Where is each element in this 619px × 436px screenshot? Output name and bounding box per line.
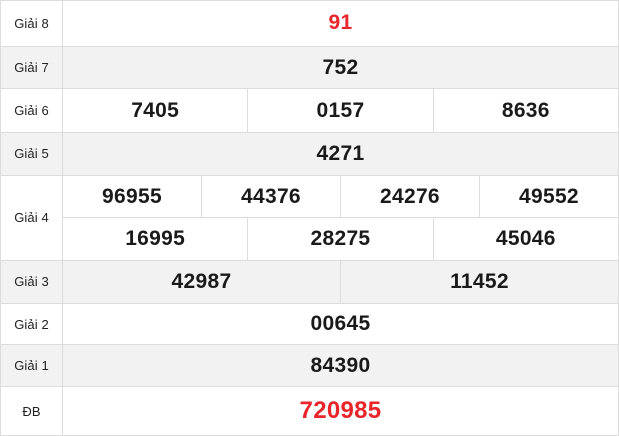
prize-value-5-1: 4271	[62, 132, 619, 176]
table-row-prize-3: Giải 3 42987 11452	[0, 260, 619, 304]
prize-value-4-2: 44376	[200, 174, 341, 219]
prize-value-4-3: 24276	[339, 174, 480, 219]
prize-value-4-7: 45046	[432, 217, 619, 262]
prize-value-1-1: 84390	[62, 344, 619, 388]
prize-label-3: Giải 3	[0, 260, 63, 304]
prize-value-2-1: 00645	[62, 302, 619, 346]
table-row-prize-1: Giải 1 84390	[0, 344, 619, 388]
prize-value-4-4: 49552	[478, 174, 619, 219]
table-row-prize-4-b: 16995 28275 45046	[1, 217, 619, 262]
prize-value-4-5: 16995	[61, 217, 249, 262]
prize-value-8-1: 91	[62, 0, 619, 47]
prize-label-2: Giải 2	[0, 302, 63, 346]
table-row-prize-4-a: Giải 4 96955 44376 24276 49552	[0, 174, 619, 262]
prize-label-4: Giải 4	[0, 174, 63, 262]
prize-value-db-1: 720985	[62, 386, 619, 436]
prize-label-5: Giải 5	[0, 132, 63, 176]
table-row-prize-7: Giải 7 752	[0, 45, 619, 90]
table-row-prize-6: Giải 6 7405 0157 8636	[0, 88, 619, 134]
table-row-prize-db: ĐB 720985	[0, 386, 619, 436]
prize-value-3-2: 11452	[339, 260, 619, 304]
prize-value-7-1: 752	[62, 45, 619, 90]
prize-label-8: Giải 8	[0, 0, 63, 47]
prize-value-6-2: 0157	[247, 88, 434, 134]
prize-value-6-3: 8636	[432, 88, 619, 134]
prize-label-6: Giải 6	[0, 88, 63, 134]
prize-label-7: Giải 7	[0, 45, 63, 90]
prize-value-4-1: 96955	[62, 174, 202, 219]
table-row-prize-2: Giải 2 00645	[0, 302, 619, 346]
table-row-prize-5: Giải 5 4271	[0, 132, 619, 176]
prize-value-3-1: 42987	[62, 260, 341, 304]
prize-value-4-6: 28275	[247, 217, 434, 262]
prize-value-6-1: 7405	[61, 88, 249, 134]
prize-label-1: Giải 1	[0, 344, 63, 388]
prize-label-db: ĐB	[0, 386, 63, 436]
table-row-prize-8: Giải 8 91	[0, 0, 619, 47]
